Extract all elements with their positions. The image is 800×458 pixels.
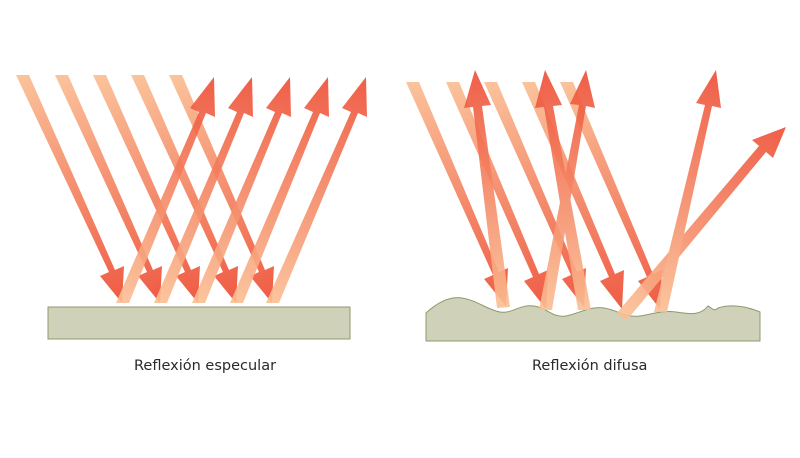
diffuse-reflected-ray (654, 70, 721, 312)
diffuse-incident-ray (560, 82, 662, 309)
diffuse-reflected-ray (535, 70, 591, 310)
specular-incident-ray (16, 75, 124, 303)
specular-reflected-rays (116, 77, 367, 303)
diffuse-incident-ray (406, 82, 508, 306)
diffuse-reflected-ray (616, 127, 786, 320)
specular-reflected-ray (266, 77, 367, 303)
specular-reflected-ray (192, 77, 291, 303)
specular-reflected-ray (154, 77, 253, 303)
specular-reflected-ray (116, 77, 215, 303)
specular-caption: Reflexión especular (134, 358, 277, 374)
specular-incident-ray (55, 75, 162, 303)
specular-panel (16, 75, 367, 340)
specular-reflected-ray (230, 77, 329, 303)
diffuse-panel (406, 70, 786, 342)
diffuse-surface (425, 297, 761, 342)
specular-incident-ray (93, 75, 200, 303)
diffuse-reflected-rays (464, 70, 786, 320)
diffuse-incident-rays (406, 82, 662, 309)
diffuse-incident-ray (446, 82, 548, 309)
specular-incident-ray (131, 75, 238, 303)
diffuse-caption: Reflexión difusa (532, 358, 648, 374)
diffuse-reflected-ray (464, 70, 510, 308)
diffuse-incident-ray (522, 82, 624, 309)
specular-surface (47, 306, 351, 340)
